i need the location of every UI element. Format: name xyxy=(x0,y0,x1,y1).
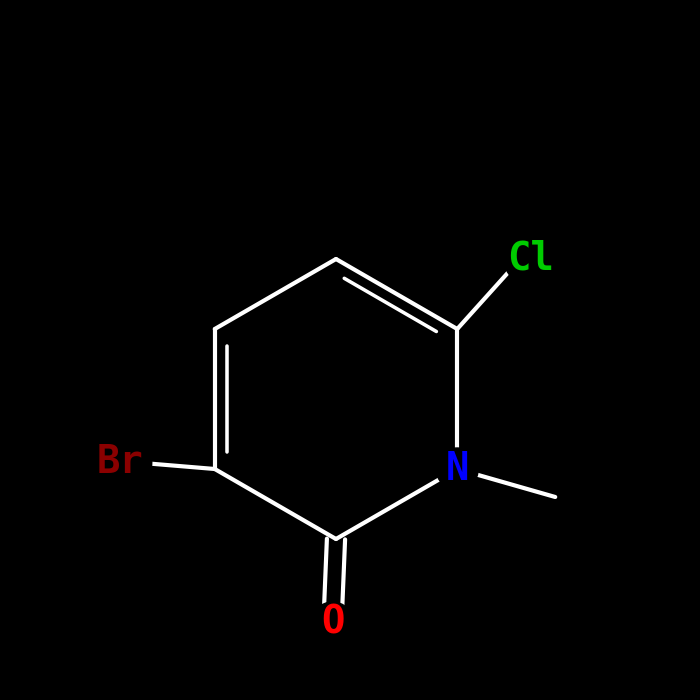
Text: Br: Br xyxy=(97,443,144,481)
Circle shape xyxy=(504,232,557,286)
Text: O: O xyxy=(321,604,344,642)
Circle shape xyxy=(89,430,152,494)
Text: N: N xyxy=(446,450,469,488)
Circle shape xyxy=(436,448,478,490)
Circle shape xyxy=(312,602,354,644)
Text: Cl: Cl xyxy=(508,240,554,278)
